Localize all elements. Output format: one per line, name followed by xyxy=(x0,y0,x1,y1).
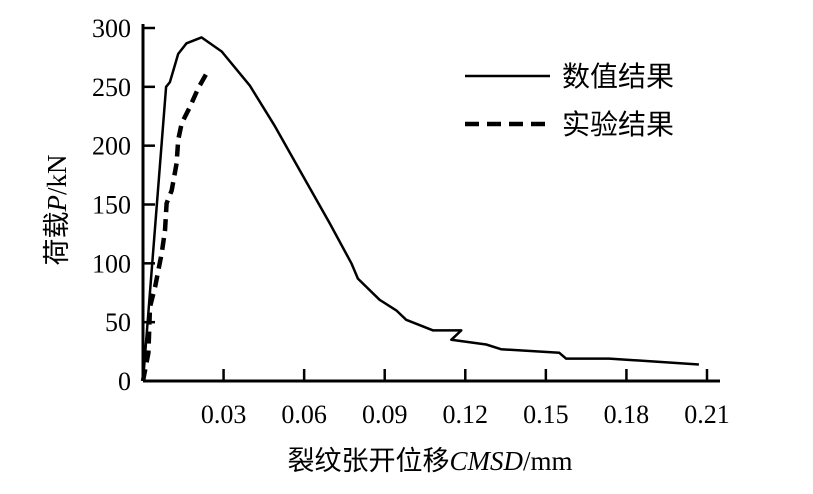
x-axis-label-prefix: 裂纹张开位移 xyxy=(287,446,449,476)
y-axis-label-var: P xyxy=(42,195,72,213)
x-axis-label: 裂纹张开位移CMSD/mm xyxy=(287,446,572,476)
y-tick-label: 150 xyxy=(92,191,131,220)
series-line-2 xyxy=(140,69,211,382)
x-tick-label: 0.18 xyxy=(604,400,650,429)
legend-label-2: 实验结果 xyxy=(562,109,674,141)
y-tick-label: 250 xyxy=(92,73,131,102)
y-tick-label: 50 xyxy=(105,308,131,337)
x-tick-label: 0.12 xyxy=(443,400,489,429)
x-axis-label-var: CMSD xyxy=(449,446,523,476)
series-lines xyxy=(140,36,699,382)
legend-label-1: 数值结果 xyxy=(562,61,674,93)
y-axis-label-prefix: 荷载 xyxy=(42,212,72,266)
x-tick-label: 0.06 xyxy=(281,400,327,429)
x-tick-label: 0.15 xyxy=(523,400,569,429)
series-line-1 xyxy=(141,36,699,382)
y-tick-label: 200 xyxy=(92,132,131,161)
y-tick-label: 0 xyxy=(118,367,131,396)
y-tick-label: 100 xyxy=(92,249,131,278)
axes: 0.03 0.06 0.09 0.12 0.15 0.18 0.21 0 50 100 150 200… xyxy=(92,14,730,429)
y-axis-label: 荷载P/kN xyxy=(42,155,72,266)
y-tick-label: 300 xyxy=(92,14,131,43)
x-tick-label: 0.03 xyxy=(201,400,247,429)
x-tick-label: 0.21 xyxy=(684,400,730,429)
y-axis-label-unit: /kN xyxy=(42,155,72,196)
x-axis-label-unit: /mm xyxy=(523,446,573,476)
x-tick-label: 0.09 xyxy=(362,400,408,429)
